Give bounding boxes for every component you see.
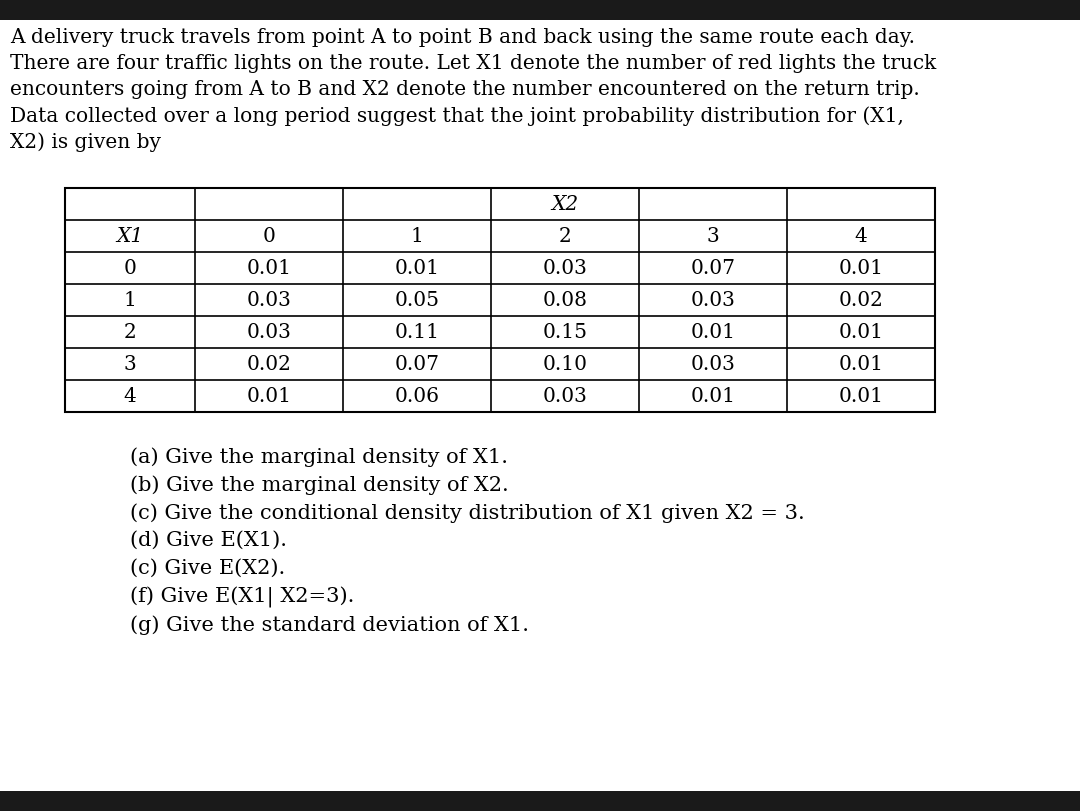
Text: X2: X2 [552,195,579,213]
Text: 0.01: 0.01 [690,387,735,406]
Text: 0.07: 0.07 [394,354,440,374]
Text: 0.01: 0.01 [838,354,883,374]
Text: 0.06: 0.06 [394,387,440,406]
Text: 0.01: 0.01 [838,259,883,277]
Text: 0.01: 0.01 [838,387,883,406]
Text: 0.01: 0.01 [394,259,440,277]
Text: 1: 1 [410,226,423,246]
Text: 0.08: 0.08 [542,290,588,310]
Text: 0.03: 0.03 [690,290,735,310]
Text: 3: 3 [706,226,719,246]
Text: 0.02: 0.02 [246,354,292,374]
Text: 2: 2 [123,323,136,341]
Text: 3: 3 [123,354,136,374]
Text: 0.02: 0.02 [838,290,883,310]
Text: 0.01: 0.01 [690,323,735,341]
Text: (f) Give E(X1| X2=3).: (f) Give E(X1| X2=3). [130,587,354,608]
Bar [65,188,935,412]
Text: (c) Give the conditional density distribution of X1 given X2 = 3.: (c) Give the conditional density distrib… [130,503,805,522]
Text: X1: X1 [117,226,144,246]
Text: 0: 0 [123,259,136,277]
Text: A delivery truck travels from point A to point B and back using the same route e: A delivery truck travels from point A to… [10,28,915,47]
Text: 0.11: 0.11 [394,323,440,341]
Text: encounters going from A to B and X2 denote the number encountered on the return : encounters going from A to B and X2 deno… [10,80,920,99]
Text: Data collected over a long period suggest that the joint probability distributio: Data collected over a long period sugges… [10,106,904,126]
Text: 1: 1 [123,290,136,310]
Text: 0.03: 0.03 [246,290,292,310]
Text: 0.15: 0.15 [542,323,588,341]
Text: 0.03: 0.03 [690,354,735,374]
Text: 0.01: 0.01 [246,387,292,406]
Text: 2: 2 [558,226,571,246]
Text: 0.07: 0.07 [690,259,735,277]
Text: 4: 4 [854,226,867,246]
Text: 0.05: 0.05 [394,290,440,310]
Text: X2) is given by: X2) is given by [10,132,161,152]
Text: 0.03: 0.03 [542,259,588,277]
Text: 0.01: 0.01 [838,323,883,341]
Text: (g) Give the standard deviation of X1.: (g) Give the standard deviation of X1. [130,615,529,635]
Text: 0.03: 0.03 [246,323,292,341]
Text: (d) Give E(X1).: (d) Give E(X1). [130,531,287,550]
Text: (b) Give the marginal density of X2.: (b) Give the marginal density of X2. [130,475,509,495]
Text: (a) Give the marginal density of X1.: (a) Give the marginal density of X1. [130,447,508,466]
Text: 0: 0 [262,226,275,246]
Text: 0.03: 0.03 [542,387,588,406]
Text: (c) Give E(X2).: (c) Give E(X2). [130,559,285,578]
Text: 0.10: 0.10 [542,354,588,374]
Text: There are four traffic lights on the route. Let X1 denote the number of red ligh: There are four traffic lights on the rou… [10,54,936,73]
Text: 0.01: 0.01 [246,259,292,277]
Text: 4: 4 [123,387,136,406]
